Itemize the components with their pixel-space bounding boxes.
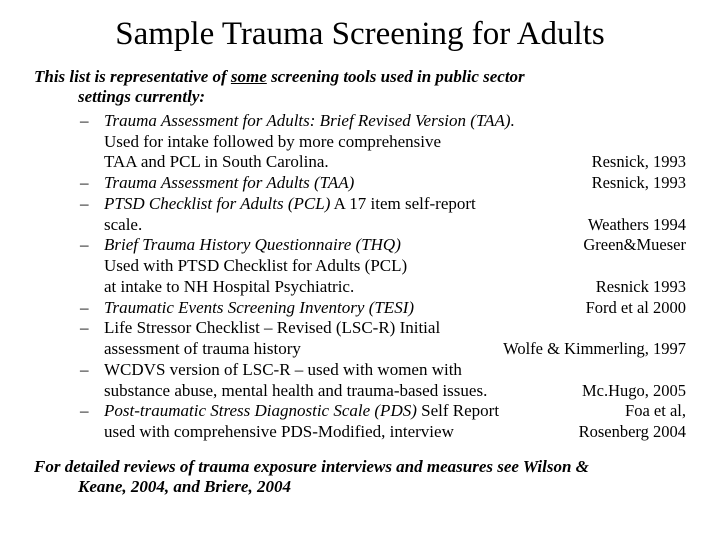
item-main: substance abuse, mental health and traum… [104,381,582,402]
item-line: Brief Trauma History Questionnaire (THQ)… [104,235,686,256]
item-main: WCDVS version of LSC-R – used with women… [104,360,686,381]
list-item: –PTSD Checklist for Adults (PCL) A 17 it… [34,194,686,235]
item-citation: Rosenberg 2004 [579,422,686,442]
item-main: Used for intake followed by more compreh… [104,132,686,153]
dash-icon: – [80,194,89,214]
footer-line1: For detailed reviews of trauma exposure … [34,457,686,477]
item-line: PTSD Checklist for Adults (PCL) A 17 ite… [104,194,686,215]
dash-icon: – [80,360,89,380]
item-line: Post-traumatic Stress Diagnostic Scale (… [104,401,686,422]
item-line: WCDVS version of LSC-R – used with women… [104,360,686,381]
item-citation: Green&Mueser [583,235,686,255]
item-main: Traumatic Events Screening Inventory (TE… [104,298,586,319]
dash-icon: – [80,111,89,131]
item-main-after: A 17 item self-report [330,194,475,213]
item-line: Traumatic Events Screening Inventory (TE… [104,298,686,319]
intro-underlined: some [231,67,267,86]
item-main-ital: PTSD Checklist for Adults (PCL) [104,194,330,213]
item-main-ital: Traumatic Events Screening Inventory (TE… [104,298,414,317]
item-main: Trauma Assessment for Adults (TAA) [104,173,592,194]
item-main: scale. [104,215,588,236]
item-citation: Resnick 1993 [596,277,686,297]
item-line: Used for intake followed by more compreh… [104,132,686,153]
item-line: at intake to NH Hospital Psychiatric.Res… [104,277,686,298]
dash-icon: – [80,173,89,193]
item-line: used with comprehensive PDS-Modified, in… [104,422,686,443]
item-main-ital: Trauma Assessment for Adults (TAA) [104,173,354,192]
item-line: Life Stressor Checklist – Revised (LSC-R… [104,318,686,339]
item-main-ital: Post-traumatic Stress Diagnostic Scale (… [104,401,417,420]
item-citation: Weathers 1994 [588,215,686,235]
item-main: assessment of trauma history [104,339,503,360]
item-main: Brief Trauma History Questionnaire (THQ) [104,235,583,256]
item-citation: Foa et al, [625,401,686,421]
item-main-ital: Trauma Assessment for Adults: Brief Revi… [104,111,515,130]
item-main: used with comprehensive PDS-Modified, in… [104,422,579,443]
footer-line2: Keane, 2004, and Briere, 2004 [34,477,686,497]
dash-icon: – [80,401,89,421]
item-main-ital: Brief Trauma History Questionnaire (THQ) [104,235,401,254]
item-citation: Resnick, 1993 [592,152,686,172]
item-main: PTSD Checklist for Adults (PCL) A 17 ite… [104,194,686,215]
list-item: –Brief Trauma History Questionnaire (THQ… [34,235,686,297]
item-main: Used with PTSD Checklist for Adults (PCL… [104,256,686,277]
dash-icon: – [80,235,89,255]
item-line: TAA and PCL in South Carolina.Resnick, 1… [104,152,686,173]
dash-icon: – [80,298,89,318]
list-item: –Life Stressor Checklist – Revised (LSC-… [34,318,686,359]
dash-icon: – [80,318,89,338]
item-main: Life Stressor Checklist – Revised (LSC-R… [104,318,686,339]
list-item: –Post-traumatic Stress Diagnostic Scale … [34,401,686,442]
slide-title: Sample Trauma Screening for Adults [34,16,686,53]
item-line: assessment of trauma historyWolfe & Kimm… [104,339,686,360]
item-main: Post-traumatic Stress Diagnostic Scale (… [104,401,625,422]
item-citation: Mc.Hugo, 2005 [582,381,686,401]
item-citation: Ford et al 2000 [586,298,686,318]
item-citation: Resnick, 1993 [592,173,686,193]
intro-prefix: This list is representative of [34,67,231,86]
item-line: Used with PTSD Checklist for Adults (PCL… [104,256,686,277]
item-main: TAA and PCL in South Carolina. [104,152,592,173]
item-main-after: Self Report [417,401,499,420]
item-main: Trauma Assessment for Adults: Brief Revi… [104,111,686,132]
item-line: substance abuse, mental health and traum… [104,381,686,402]
footer-text: For detailed reviews of trauma exposure … [34,457,686,497]
slide: Sample Trauma Screening for Adults This … [0,0,720,497]
list-item: –Traumatic Events Screening Inventory (T… [34,298,686,319]
list-item: –Trauma Assessment for Adults: Brief Rev… [34,111,686,173]
item-citation: Wolfe & Kimmerling, 1997 [503,339,686,359]
item-line: Trauma Assessment for Adults (TAA) Resnic… [104,173,686,194]
list-item: –Trauma Assessment for Adults (TAA) Resni… [34,173,686,194]
list-item: –WCDVS version of LSC-R – used with wome… [34,360,686,401]
items-list: –Trauma Assessment for Adults: Brief Rev… [34,111,686,443]
intro-suffix: screening tools used in public sector [267,67,525,86]
item-line: scale.Weathers 1994 [104,215,686,236]
item-main: at intake to NH Hospital Psychiatric. [104,277,596,298]
intro-line2: settings currently: [34,87,686,107]
intro-text: This list is representative of some scre… [34,67,686,107]
item-line: Trauma Assessment for Adults: Brief Revi… [104,111,686,132]
